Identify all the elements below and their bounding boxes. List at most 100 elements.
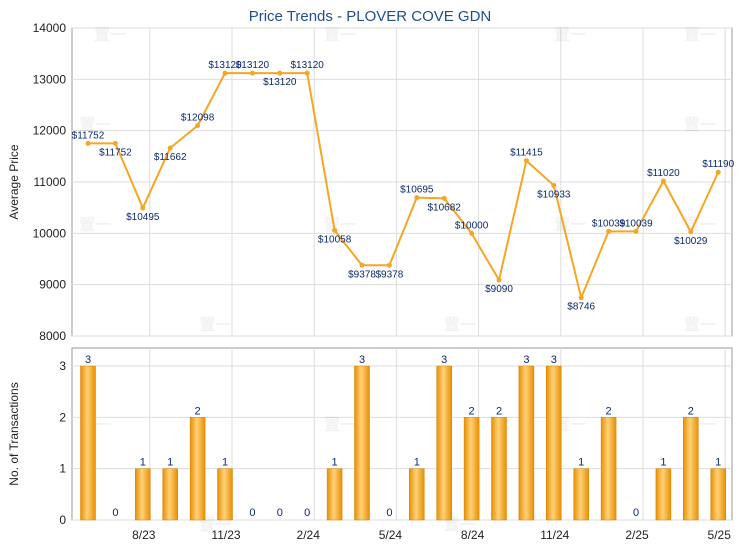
watermark-text: 置一 [324,215,356,234]
x-tick-label: 2/24 [297,528,321,542]
transaction-count-label: 2 [195,405,201,417]
watermark-text: 置一 [684,315,716,334]
transactions-y-axis-label: No. of Transactions [7,382,21,485]
watermark-text: 置一 [199,315,231,334]
x-tick-label: 5/24 [379,528,403,542]
price-data-label: $11415 [510,148,543,159]
price-point [249,70,255,76]
transaction-bar [683,417,699,521]
watermark-text: 置一 [554,415,586,434]
transaction-count-label: 0 [112,507,118,519]
price-point [85,140,91,146]
transaction-count-label: 0 [386,507,392,519]
price-point [222,70,228,76]
price-data-label: $11020 [647,168,680,179]
watermark-text: 置一 [684,25,716,44]
price-data-label: $10495 [126,212,160,223]
price-data-label: $10058 [318,234,352,245]
price-point [578,295,584,301]
price-data-labels: $11752$11752$10495$11662$12098$13120$131… [72,60,735,313]
price-data-label: $9378 [348,269,376,280]
price-data-label: $10695 [400,185,434,196]
price-data-label: $10039 [592,218,626,229]
transaction-bar [189,417,206,521]
transaction-count-label: 1 [660,457,666,469]
price-point [304,70,310,76]
price-series-line [88,72,720,299]
transaction-bar [463,417,480,521]
price-point [523,158,529,164]
price-data-label: $10000 [455,220,489,231]
transaction-count-label: 1 [414,457,420,469]
transaction-count-label: 3 [85,354,91,366]
price-data-label: $11752 [72,130,105,141]
watermark-text: 置一 [444,315,476,334]
price-data-label: $11190 [702,159,734,170]
transaction-bar [135,468,151,521]
price-y-tick: 14000 [33,21,67,35]
price-point [332,227,338,233]
transaction-bar [518,365,535,521]
price-data-label: $12098 [181,113,215,124]
x-tick-label: 8/23 [132,528,156,542]
transaction-bar [354,365,370,521]
watermark-text: 置一 [79,215,111,234]
transaction-bar [409,468,425,521]
transaction-bars [80,365,726,521]
price-data-label: $10682 [428,202,462,213]
transaction-count-label: 0 [633,507,639,519]
price-y-axis-label: Average Price [7,144,21,219]
transaction-bar [600,417,617,521]
transaction-count-label: 0 [304,507,310,519]
transaction-count-label: 2 [496,405,502,417]
price-data-label: $11752 [99,147,132,158]
price-line-layer [88,72,720,299]
price-data-label: $10029 [674,236,708,247]
x-tick-label: 11/24 [540,528,569,542]
transactions-y-tick: 0 [59,513,66,527]
transactions-y-tick: 2 [59,410,66,424]
transactions-y-tick-labels: 0 1 2 3 [59,359,66,527]
price-data-label: $10933 [537,189,571,200]
transaction-count-label: 1 [140,457,146,469]
x-tick-label: 5/25 [708,528,732,542]
transaction-count-label: 1 [715,457,721,469]
transaction-count-label: 1 [167,457,173,469]
x-tick-labels: 8/23 11/23 2/24 5/24 8/24 11/24 2/25 5/25 [132,528,731,542]
transaction-bar [491,417,507,521]
price-gridlines [72,27,732,337]
price-point [167,145,173,151]
transactions-plot-area [71,347,733,521]
transaction-count-label: 1 [332,457,338,469]
price-y-tick: 10000 [33,226,67,240]
price-y-tick: 11000 [34,175,67,189]
transaction-bar [436,365,452,521]
transaction-bar [546,365,562,521]
price-point [441,195,447,201]
transaction-count-label: 3 [441,354,447,366]
price-y-tick: 9000 [39,278,66,292]
transactions-y-tick: 3 [59,359,66,373]
price-point [359,262,365,268]
price-data-label: $13120 [263,77,297,88]
transaction-count-label: 2 [606,405,612,417]
x-tick-label: 2/25 [625,528,649,542]
price-point [660,178,666,184]
price-y-tick: 12000 [33,124,67,138]
price-point [715,169,721,175]
transaction-count-label: 0 [277,507,283,519]
watermark-text: 置一 [94,25,126,44]
transaction-bar [217,468,233,521]
price-data-label: $13120 [291,60,325,71]
price-data-label: $13120 [236,60,270,71]
chart-title: Price Trends - PLOVER COVE GDN [249,8,492,25]
price-point [414,195,420,201]
price-data-label: $9090 [485,284,513,295]
x-tick-label: 8/24 [461,528,485,542]
transaction-count-label: 3 [523,354,529,366]
price-point [469,230,475,236]
price-point [633,228,639,234]
price-point [496,277,502,283]
transaction-bar [162,468,178,521]
price-point [606,228,612,234]
